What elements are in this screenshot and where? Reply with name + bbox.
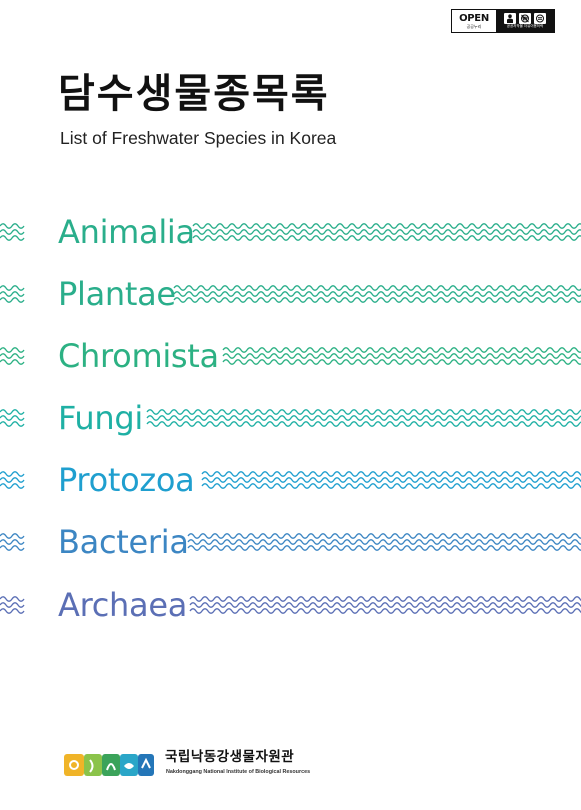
kingdom-row: Fungi (0, 398, 581, 438)
kingdom-label: Animalia (58, 213, 195, 251)
wave-lines (0, 285, 581, 303)
kingdom-row: Archaea (0, 585, 581, 625)
institute-logo (64, 751, 154, 778)
page-title: 담수생물종목록 (58, 71, 330, 117)
kingdom-label: Bacteria (58, 523, 189, 561)
kingdom-label: Protozoa (58, 461, 195, 499)
no-derivative-icon (534, 13, 546, 24)
open-right-caption: 공공저작물 자유이용허락 (506, 24, 544, 28)
wave-lines (0, 347, 581, 365)
kingdom-label: Plantae (58, 275, 176, 313)
person-icon (504, 13, 516, 24)
page-subtitle: List of Freshwater Species in Korea (60, 128, 337, 148)
wave-lines (0, 223, 581, 241)
wave-lines (0, 471, 581, 489)
no-commercial-icon: ₩ (519, 13, 531, 24)
wave-lines (0, 596, 581, 614)
svg-text:₩: ₩ (522, 17, 528, 23)
kingdom-label: Chromista (58, 337, 219, 375)
wave-lines (0, 533, 581, 551)
kingdom-label: Fungi (58, 399, 143, 437)
wave-lines (0, 409, 581, 427)
open-left-caption: 공공누리 (466, 23, 482, 29)
kingdom-label: Archaea (58, 586, 188, 624)
kingdom-row: Chromista (0, 336, 581, 376)
kingdom-row: Protozoa (0, 460, 581, 500)
open-logo: OPEN 공공누리 (452, 10, 496, 32)
license-conditions: ₩ 공공저작물 자유이용허락 (496, 10, 554, 32)
kingdom-row: Bacteria (0, 522, 581, 562)
open-word: OPEN (459, 12, 489, 24)
open-license-badge: OPEN 공공누리 ₩ 공공저작물 자유이용허락 (451, 9, 555, 33)
kingdom-row: Plantae (0, 274, 581, 314)
institute-name-english: Nakdonggang National Institute of Biolog… (166, 769, 311, 775)
kingdom-row: Animalia (0, 212, 581, 252)
institute-name-korean: 국립낙동강생물자원관 (165, 749, 295, 765)
